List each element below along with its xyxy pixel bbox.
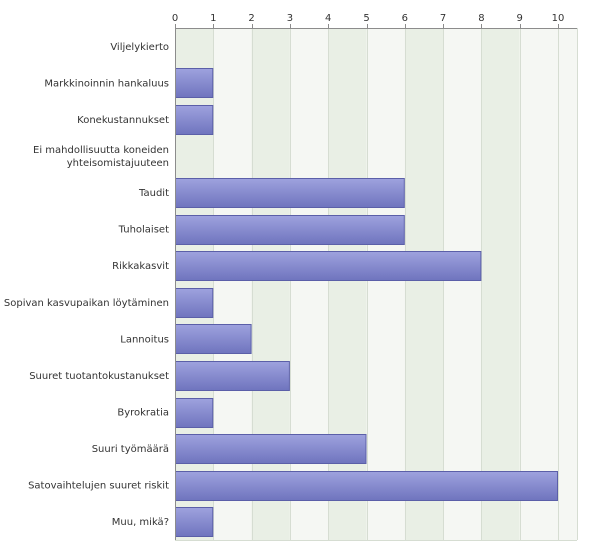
background-band (443, 28, 482, 540)
category-labels: Viljelykierto Markkinoinnin hankaluus Kone… (4, 42, 169, 528)
category-label: Satovaihtelujen suuret riskit (28, 481, 169, 492)
category-label: Tuholaiset (118, 225, 169, 236)
bar (175, 471, 558, 501)
bar (175, 398, 214, 428)
bar (175, 507, 214, 537)
background-band (519, 28, 558, 540)
bar (175, 434, 367, 464)
x-tick-label: 10 (552, 13, 565, 24)
category-label: Ei mahdollisuutta koneiden yhteisomistaju… (33, 145, 169, 169)
category-label: Sopivan kasvupaikan löytäminen (4, 298, 169, 309)
bar (175, 178, 405, 208)
bars (175, 68, 558, 537)
category-label: Viljelykierto (110, 42, 169, 53)
x-tick-label: 0 (172, 13, 178, 24)
x-tick-labels: 0 1 2 3 4 5 6 7 8 9 10 (172, 13, 565, 24)
bar (175, 251, 482, 281)
x-tick-label: 1 (210, 13, 216, 24)
category-label: Suuri työmäärä (92, 444, 169, 455)
bar (175, 361, 290, 391)
category-label: Markkinoinnin hankaluus (44, 78, 169, 89)
category-label: Taudit (138, 188, 169, 199)
bar (175, 288, 214, 318)
bar (175, 324, 252, 354)
background-band (481, 28, 520, 540)
category-label: Muu, mikä? (112, 517, 169, 528)
x-tick-label: 5 (363, 13, 369, 24)
x-tick-label: 7 (440, 13, 446, 24)
axes (175, 24, 578, 541)
background-band (558, 28, 577, 540)
x-tick-label: 6 (402, 13, 408, 24)
bar (175, 105, 214, 135)
category-label: Suuret tuotantokustanukset (29, 371, 169, 382)
x-tick-label: 2 (248, 13, 254, 24)
gridlines (213, 28, 559, 540)
x-tick-label: 3 (287, 13, 293, 24)
x-tick-label: 9 (517, 13, 523, 24)
x-tick-label: 8 (478, 13, 484, 24)
category-label: Lannoitus (120, 334, 169, 345)
background-band (404, 28, 444, 540)
category-label: Byrokratia (117, 408, 169, 419)
bar (175, 215, 405, 245)
bar (175, 68, 214, 98)
x-tick-label: 4 (325, 13, 331, 24)
category-label: Konekustannukset (77, 115, 169, 126)
background-band (366, 28, 405, 540)
category-label: Rikkakasvit (112, 261, 169, 272)
